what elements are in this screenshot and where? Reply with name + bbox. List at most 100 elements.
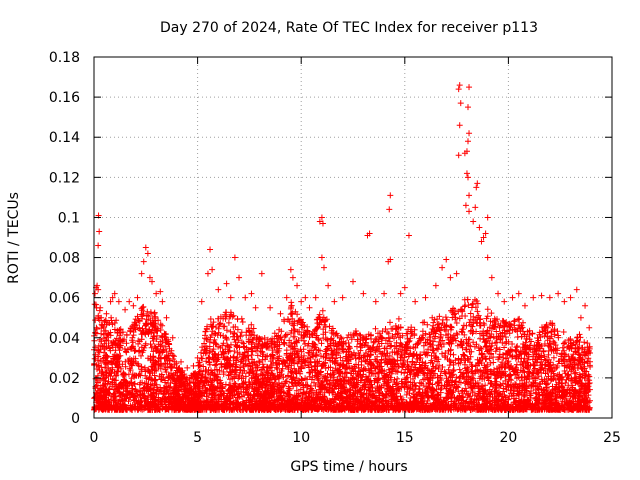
roti-point [439,264,446,271]
roti-point [586,324,593,331]
roti-point [331,298,338,305]
roti-point [443,256,450,263]
y-axis-label: ROTI / TECUs [6,192,22,284]
y-tick-label: 0.06 [49,291,80,307]
roti-point [521,302,528,309]
roti-point [92,290,99,297]
roti-point [204,270,211,277]
roti-point [350,278,356,285]
y-tick-label: 0.08 [49,251,80,267]
x-tick-label: 0 [90,430,99,446]
roti-point [318,254,325,261]
roti-point [480,234,487,241]
roti-point [453,270,460,277]
roti-point [484,214,491,221]
roti-point [325,282,332,289]
roti-point [153,290,160,297]
roti-point [252,304,259,311]
roti-point [289,274,296,281]
roti-point [495,290,502,297]
roti-point [546,294,553,301]
roti-point [227,294,234,301]
roti-point [387,256,394,263]
roti-point [99,322,106,329]
roti-point [215,286,222,293]
roti-point [464,174,471,181]
roti-point [294,282,301,289]
roti-point [130,302,137,309]
roti-point [306,304,313,311]
roti-point [283,294,290,301]
roti-point [463,170,470,177]
roti-point [318,214,325,221]
roti-point [339,294,346,301]
roti-point [103,310,110,317]
roti-point [248,290,255,297]
roti-point [107,298,114,305]
roti-point [478,238,485,245]
roti-point [287,266,294,273]
roti-point [482,230,489,237]
roti-point [142,244,149,251]
roti-point [302,294,309,301]
roti-point [157,288,164,295]
roti-point [464,104,471,111]
roti-point [474,180,481,187]
roti-point [397,290,404,297]
roti-point [144,250,151,257]
axis-ticks [93,56,613,419]
y-tick-labels: 0 0.02 0.04 0.06 0.08 0.1 0.12 0.14 0.16 0.18 [49,50,80,427]
roti-point [178,358,185,365]
roti-point [194,354,201,361]
roti-point [258,270,265,277]
roti-point [209,266,216,273]
roti-point [456,122,463,129]
roti-point [277,310,284,317]
roti-point [207,246,214,253]
roti-point [530,294,537,301]
roti-point [95,242,102,249]
roti-point [466,84,473,91]
roti-point [134,294,141,301]
x-tick-label: 5 [193,430,202,446]
roti-point [146,274,153,281]
roti-point [98,314,105,321]
roti-point [501,298,508,305]
roti-point [456,82,463,89]
roti-point [163,314,170,321]
roti-point [457,100,464,107]
roti-point [312,294,319,301]
roti-point [95,286,102,293]
roti-point [111,290,118,297]
roti-point [577,314,584,321]
roti-point [360,290,367,297]
roti-point [109,294,116,301]
roti-point [473,184,480,191]
y-tick-label: 0 [71,411,80,427]
y-tick-label: 0.04 [49,331,80,347]
roti-point [319,220,326,227]
roti-point [405,232,412,239]
roti-point [472,204,479,211]
roti-point [463,148,470,155]
chart-title: Day 270 of 2024, Rate Of TEC Index for r… [160,20,538,36]
roti-point [190,362,197,369]
roti-point [466,208,473,215]
roti-point [582,302,589,309]
roti-point [169,334,176,341]
x-axis-label: GPS time / hours [290,459,407,475]
roti-point [97,304,104,311]
roti-point [96,228,103,235]
roti-point [432,282,439,289]
roti-point [140,258,147,265]
roti-point [101,318,108,325]
roti-point [509,294,516,301]
roti-point [223,280,230,287]
y-tick-label: 0.14 [49,130,80,146]
roti-point [316,218,323,225]
x-tick-label: 10 [292,430,310,446]
roti-point [381,290,388,297]
roti-point [422,294,429,301]
roti-point [149,278,156,285]
roti-point [231,254,238,261]
